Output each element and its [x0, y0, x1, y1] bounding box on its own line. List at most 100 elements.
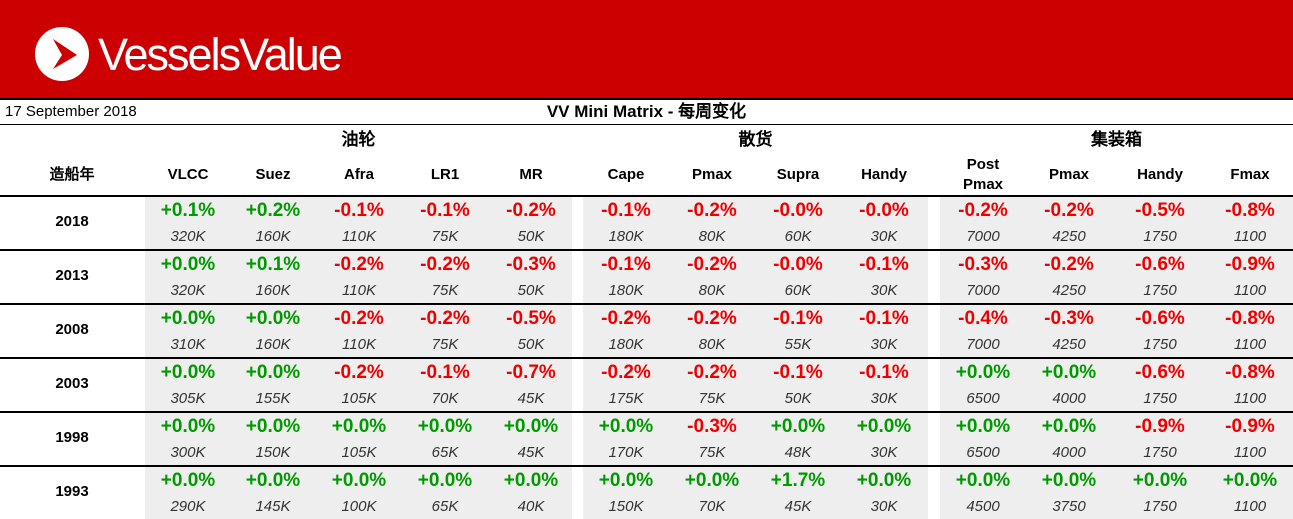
vessel-size: 30K	[870, 498, 898, 515]
vessel-size: 4500	[966, 498, 1000, 515]
weekly-change: +0.0%	[955, 416, 1011, 437]
weekly-change: +0.0%	[955, 470, 1011, 491]
value-cell: -0.1% 30K	[841, 308, 927, 356]
weekly-change: +0.0%	[160, 362, 216, 383]
value-cell: +0.0% 4500	[940, 470, 1026, 518]
value-cell: -0.2% 105K	[316, 362, 402, 410]
weekly-change: +0.0%	[684, 470, 740, 491]
vessel-size: 105K	[341, 444, 377, 461]
column-header: LR1	[430, 166, 460, 183]
header-banner: VesselsValue	[0, 0, 1293, 100]
row-divider	[0, 465, 1293, 467]
weekly-change: -0.2%	[506, 200, 556, 221]
vessel-size: 3750	[1052, 498, 1086, 515]
value-cell: +1.7% 45K	[755, 470, 841, 518]
weekly-change: +0.0%	[1222, 470, 1278, 491]
title-divider	[0, 124, 1293, 125]
vessel-size: 320K	[170, 282, 206, 299]
value-cell: -0.9% 1100	[1207, 254, 1293, 302]
value-cell: +0.0% 100K	[316, 470, 402, 518]
row-divider	[0, 195, 1293, 197]
weekly-change: -0.1%	[859, 362, 909, 383]
vessel-size: 310K	[170, 336, 206, 353]
weekly-change: -0.2%	[687, 362, 737, 383]
vessel-size: 60K	[784, 282, 812, 299]
weekly-change: +0.0%	[331, 416, 387, 437]
weekly-change: +0.0%	[503, 416, 559, 437]
group-label: 油轮	[341, 130, 376, 149]
weekly-change: -0.2%	[334, 362, 384, 383]
vessel-size: 110K	[342, 282, 376, 299]
weekly-change: -0.0%	[859, 200, 909, 221]
row-divider	[0, 357, 1293, 359]
vessel-size: 4000	[1052, 444, 1086, 461]
weekly-change: -0.8%	[1225, 362, 1275, 383]
weekly-change: +0.0%	[598, 416, 654, 437]
vessel-size: 1750	[1143, 444, 1177, 461]
vessel-size: 1100	[1233, 282, 1267, 299]
weekly-change: -0.6%	[1135, 362, 1185, 383]
vessel-size: 65K	[431, 498, 459, 515]
vessel-size: 160K	[255, 228, 291, 245]
vessel-size: 75K	[698, 444, 726, 461]
value-cell: -0.2% 80K	[669, 308, 755, 356]
vessel-size: 1750	[1143, 390, 1177, 407]
value-cell: +0.0% 310K	[145, 308, 231, 356]
vessel-size: 150K	[255, 444, 291, 461]
value-cell: -0.2% 180K	[583, 308, 669, 356]
value-cell: +0.0% 145K	[230, 470, 316, 518]
weekly-change: +0.0%	[245, 308, 301, 329]
weekly-change: -0.4%	[958, 308, 1008, 329]
value-cell: -0.1% 30K	[841, 254, 927, 302]
vessel-size: 30K	[870, 336, 898, 353]
weekly-change: -0.6%	[1135, 308, 1185, 329]
value-cell: -0.2% 110K	[316, 308, 402, 356]
weekly-change: +0.0%	[1041, 470, 1097, 491]
weekly-change: -0.5%	[506, 308, 556, 329]
value-cell: -0.0% 60K	[755, 254, 841, 302]
value-cell: -0.5% 1750	[1117, 200, 1203, 248]
value-cell: +0.0% 105K	[316, 416, 402, 464]
weekly-change: -0.5%	[1135, 200, 1185, 221]
value-cell: +0.0% 30K	[841, 416, 927, 464]
vessel-size: 45K	[784, 498, 812, 515]
value-cell: -0.2% 110K	[316, 254, 402, 302]
column-header: Handy	[861, 166, 907, 183]
value-cell: -0.9% 1750	[1117, 416, 1203, 464]
vessel-size: 4250	[1052, 282, 1086, 299]
column-header: Afra	[343, 166, 374, 183]
value-cell: +0.0% 1100	[1207, 470, 1293, 518]
weekly-change: +0.2%	[245, 200, 301, 221]
value-cell: +0.0% 30K	[841, 470, 927, 518]
column-header: Cape	[607, 166, 645, 183]
vessel-size: 1750	[1143, 498, 1177, 515]
column-header: Fmax	[1230, 166, 1270, 183]
weekly-change: -0.7%	[506, 362, 556, 383]
weekly-change: +0.0%	[598, 470, 654, 491]
weekly-change: -0.3%	[1044, 308, 1094, 329]
value-cell: +0.0% 48K	[755, 416, 841, 464]
brand-name: VesselsValue	[98, 29, 343, 80]
vessel-size: 70K	[431, 390, 459, 407]
vessel-size: 40K	[517, 498, 545, 515]
value-cell: -0.1% 75K	[402, 200, 488, 248]
vessel-size: 7000	[966, 336, 1000, 353]
vessel-size: 1100	[1233, 444, 1267, 461]
value-cell: -0.2% 4250	[1026, 200, 1112, 248]
value-cell: -0.6% 1750	[1117, 362, 1203, 410]
value-cell: +0.0% 155K	[230, 362, 316, 410]
value-cell: -0.1% 70K	[402, 362, 488, 410]
value-cell: -0.2% 50K	[488, 200, 574, 248]
value-cell: +0.0% 1750	[1117, 470, 1203, 518]
weekly-change: -0.2%	[601, 308, 651, 329]
column-header: Handy	[1137, 166, 1183, 183]
group-label: 散货	[738, 130, 773, 149]
value-cell: +0.0% 170K	[583, 416, 669, 464]
weekly-change: -0.2%	[420, 308, 470, 329]
value-cell: +0.1% 160K	[230, 254, 316, 302]
weekly-change: -0.1%	[420, 200, 470, 221]
weekly-change: -0.2%	[687, 200, 737, 221]
value-cell: -0.2% 4250	[1026, 254, 1112, 302]
weekly-change: +0.1%	[160, 200, 216, 221]
build-year-label: 2003	[55, 375, 89, 392]
